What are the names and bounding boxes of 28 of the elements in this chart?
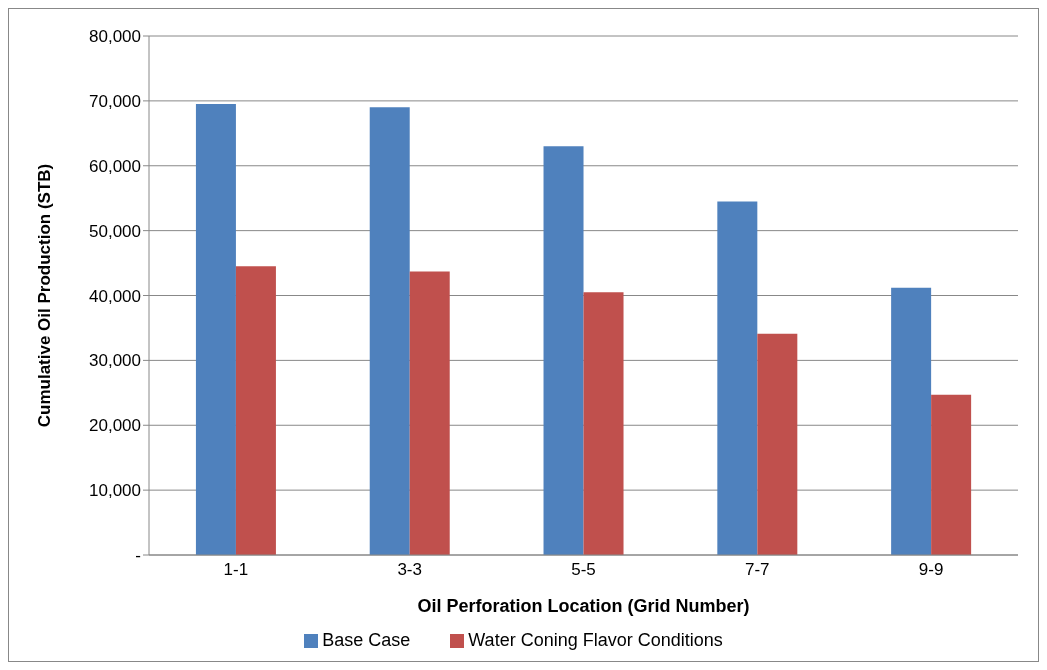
bar	[543, 146, 584, 555]
y-tick-label: 60,000	[89, 156, 141, 176]
x-tick-label: 1-1	[223, 560, 249, 580]
bar	[369, 107, 410, 555]
y-tick-label: 80,000	[89, 27, 141, 47]
x-tick-label: 7-7	[745, 560, 770, 580]
bar	[931, 394, 972, 555]
y-tick-label: -	[135, 546, 141, 566]
bar	[583, 292, 624, 555]
y-tick-label: 70,000	[89, 91, 141, 111]
bar	[195, 104, 236, 555]
x-tick-label: 5-5	[571, 560, 596, 580]
bar	[891, 287, 932, 555]
bar	[409, 271, 450, 555]
bar	[757, 333, 798, 555]
legend-label: Base Case	[322, 630, 411, 650]
y-tick-label: 30,000	[89, 351, 141, 371]
y-tick-label: 10,000	[89, 481, 141, 501]
x-tick-label: 3-3	[397, 560, 422, 580]
y-axis-title: Cumulative Oil Production (STB)	[35, 163, 55, 428]
bar	[717, 201, 758, 555]
legend-label: Water Coning Flavor Conditions	[468, 630, 723, 650]
y-tick-label: 50,000	[89, 221, 141, 241]
x-axis-title: Oil Perforation Location (Grid Number)	[417, 596, 750, 616]
y-tick-label: 40,000	[89, 286, 141, 306]
y-tick-label: 20,000	[89, 416, 141, 436]
x-tick-label: 9-9	[918, 560, 944, 580]
bar	[235, 266, 276, 555]
